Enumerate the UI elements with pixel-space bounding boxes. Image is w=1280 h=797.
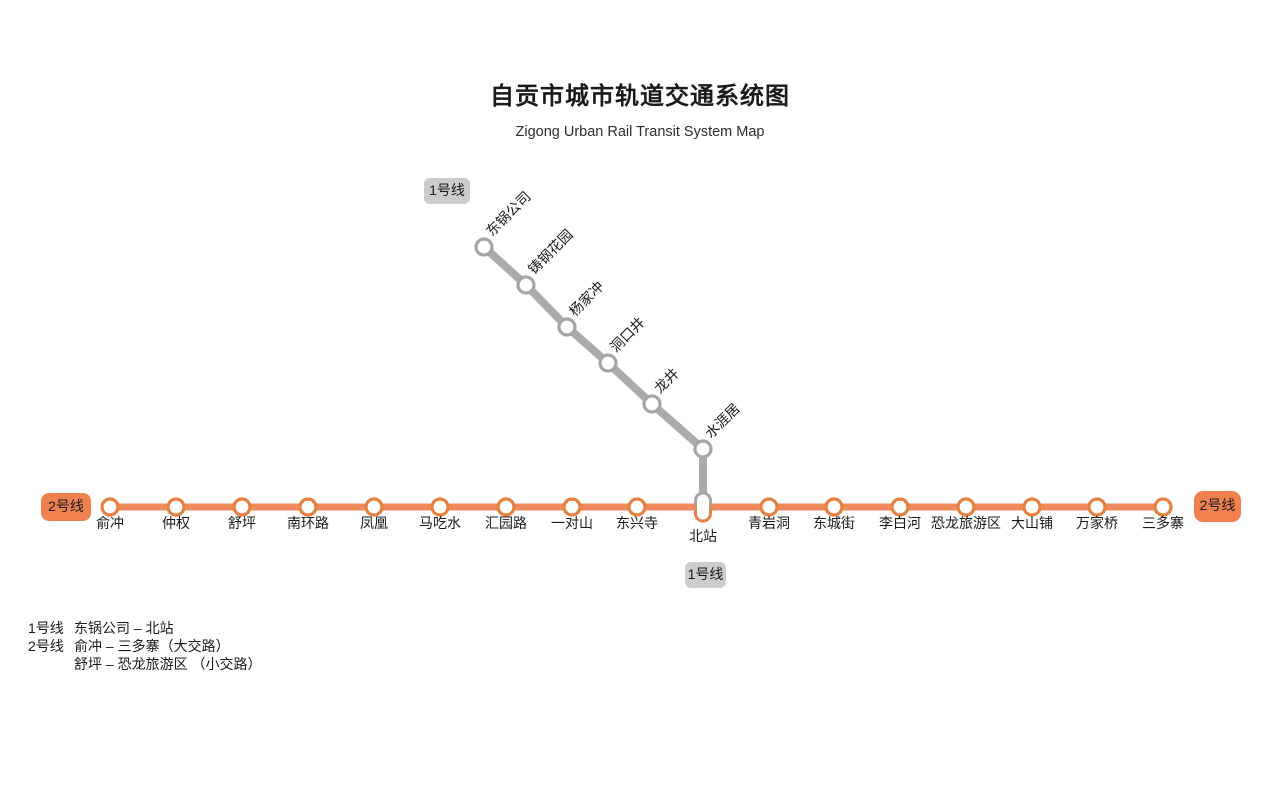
legend-row: 2号线 俞冲 – 三多寨（大交路） (28, 637, 261, 655)
legend-row: 舒坪 – 恐龙旅游区 （小交路） (28, 655, 261, 673)
line2-station-marker (1022, 497, 1042, 517)
line2-station-marker (824, 497, 844, 517)
interchange-station-label: 北站 (689, 528, 717, 544)
line1-station-marker (598, 353, 618, 373)
line1-badge-top-label: 1号线 (429, 182, 465, 198)
line2-station-marker (364, 497, 384, 517)
line1-station-marker (557, 317, 577, 337)
line2-badge-right: 2号线 (1194, 491, 1241, 522)
line2-station-marker (232, 497, 252, 517)
line1-badge-bottom: 1号线 (685, 562, 726, 588)
line1-badge-bottom-bg (685, 562, 726, 588)
line1-station-marker (693, 439, 713, 459)
line1-station-label: 杨家冲 (566, 278, 607, 319)
legend-line-name: 1号线 (28, 620, 64, 636)
line1-station-label: 洞口井 (607, 314, 648, 355)
line2-station-label: 大山铺 (1011, 515, 1053, 531)
line1-badge-top-bg (424, 178, 470, 204)
line2-station-label: 一对山 (551, 515, 593, 531)
line2-station-label: 马吃水 (419, 515, 461, 531)
line2-station-label: 东城街 (813, 515, 855, 531)
line2-badge-left: 2号线 (41, 493, 91, 521)
line2-station-marker (956, 497, 976, 517)
line2-station-marker (496, 497, 516, 517)
interchange-marker-beizhan (694, 491, 712, 523)
legend-route: 俞冲 – 三多寨（大交路） (74, 638, 230, 654)
line1-station-label: 铸钢花园 (525, 226, 576, 277)
legend: 1号线 东锅公司 – 北站 2号线 俞冲 – 三多寨（大交路） 舒坪 – 恐龙旅… (28, 619, 261, 673)
line2-station-marker (430, 497, 450, 517)
line2-badge-left-label: 2号线 (48, 498, 84, 514)
page-subtitle: Zigong Urban Rail Transit System Map (515, 124, 765, 140)
line1-station-marker (474, 237, 494, 257)
line2-station-label: 三多寨 (1142, 515, 1184, 531)
legend-line-name: 2号线 (28, 638, 64, 654)
line2-station-marker (166, 497, 186, 517)
line1-station-label: 龙井 (651, 365, 682, 396)
line2-badge-right-label: 2号线 (1200, 497, 1236, 513)
line2-station-label: 李白河 (879, 515, 921, 531)
line2-badge-right-bg (1194, 491, 1241, 522)
line2-station-label: 东兴寺 (616, 515, 658, 531)
line1-badge-top: 1号线 (424, 178, 470, 204)
legend-route: 舒坪 – 恐龙旅游区 （小交路） (74, 656, 262, 672)
line1-badge-bottom-label: 1号线 (688, 566, 724, 582)
line1-station-marker (642, 394, 662, 414)
line2-station-label: 凤凰 (360, 515, 388, 531)
line2-station-label: 仲权 (162, 515, 190, 531)
page-title: 自贡市城市轨道交通系统图 (490, 83, 790, 110)
legend-route: 东锅公司 – 北站 (74, 620, 174, 636)
line2-station-marker (1087, 497, 1107, 517)
line2-station-label: 恐龙旅游区 (931, 515, 1001, 531)
line2-station-marker (100, 497, 120, 517)
line2-station-label: 汇园路 (485, 515, 527, 531)
line2-station-label: 舒坪 (228, 515, 256, 531)
line2-station-marker (759, 497, 779, 517)
line2-station-label: 南环路 (287, 515, 329, 531)
legend-row: 1号线 东锅公司 – 北站 (28, 619, 261, 637)
map-header: 自贡市城市轨道交通系统图 Zigong Urban Rail Transit S… (0, 76, 1280, 140)
line2-station-label: 俞冲 (96, 515, 124, 531)
line1-station-label: 水涯居 (702, 400, 743, 441)
line2-station-marker (562, 497, 582, 517)
line2-badge-left-bg (41, 493, 91, 521)
line1-station-marker (516, 275, 536, 295)
line2-station-label: 青岩洞 (748, 515, 790, 531)
line2-station-marker (890, 497, 910, 517)
line1-station-label: 东锅公司 (483, 188, 534, 239)
line2-station-label: 万家桥 (1076, 515, 1118, 531)
line2-station-marker (1153, 497, 1173, 517)
line2-station-marker (298, 497, 318, 517)
line2-station-marker (627, 497, 647, 517)
legend-line-name (28, 655, 74, 673)
